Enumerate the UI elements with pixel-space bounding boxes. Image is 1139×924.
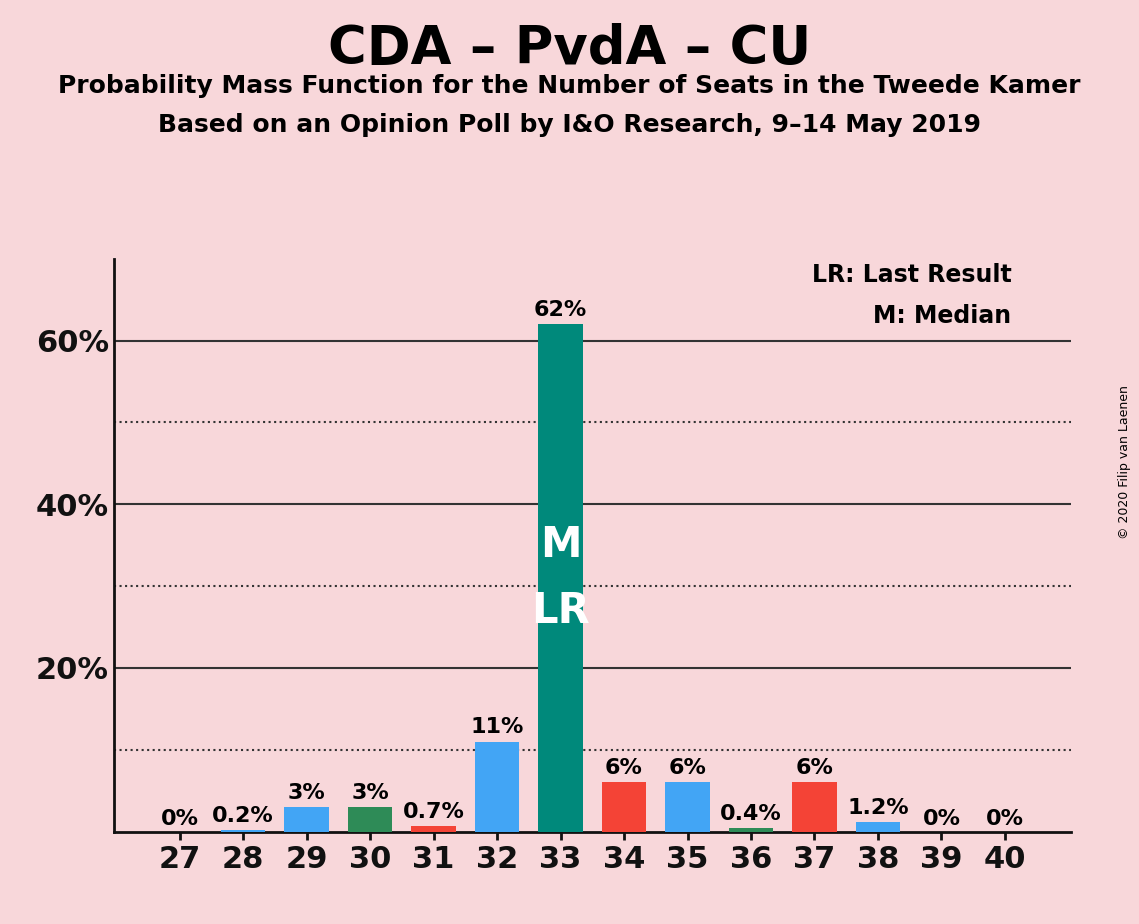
Bar [793,783,837,832]
Bar [411,826,456,832]
Bar [539,324,583,832]
Text: 3%: 3% [288,783,326,803]
Text: LR: LR [531,590,590,632]
Bar [221,830,265,832]
Bar [601,783,646,832]
Text: Based on an Opinion Poll by I&O Research, 9–14 May 2019: Based on an Opinion Poll by I&O Research… [158,113,981,137]
Text: 0%: 0% [161,809,198,829]
Text: 1.2%: 1.2% [847,797,909,818]
Text: © 2020 Filip van Laenen: © 2020 Filip van Laenen [1118,385,1131,539]
Text: LR: Last Result: LR: Last Result [812,262,1011,286]
Text: 6%: 6% [795,759,834,778]
Text: 6%: 6% [669,759,706,778]
Bar [475,742,519,832]
Text: 0%: 0% [923,809,960,829]
Text: CDA – PvdA – CU: CDA – PvdA – CU [328,23,811,75]
Text: 0.4%: 0.4% [720,804,781,824]
Bar [729,828,773,832]
Text: 0.7%: 0.7% [402,802,465,821]
Text: 3%: 3% [351,783,388,803]
Text: Probability Mass Function for the Number of Seats in the Tweede Kamer: Probability Mass Function for the Number… [58,74,1081,98]
Bar [347,807,392,832]
Bar [855,821,900,832]
Text: 6%: 6% [605,759,642,778]
Text: 0%: 0% [986,809,1024,829]
Text: 0.2%: 0.2% [212,806,274,826]
Text: 11%: 11% [470,717,524,737]
Text: 62%: 62% [534,300,588,320]
Bar [285,807,329,832]
Text: M: Median: M: Median [874,304,1011,328]
Bar [665,783,710,832]
Text: M: M [540,524,581,566]
